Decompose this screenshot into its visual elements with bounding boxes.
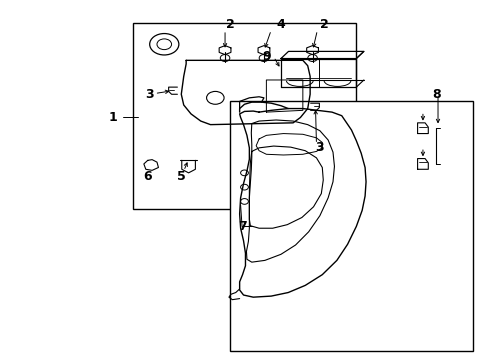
Text: 2: 2 bbox=[225, 18, 234, 31]
Text: 3: 3 bbox=[315, 141, 324, 154]
Text: 7: 7 bbox=[237, 220, 246, 233]
Text: 4: 4 bbox=[276, 18, 285, 31]
Text: 3: 3 bbox=[145, 88, 154, 101]
Text: 6: 6 bbox=[142, 170, 151, 183]
Bar bbox=[132, 23, 356, 208]
Text: 2: 2 bbox=[320, 18, 328, 31]
Text: 5: 5 bbox=[177, 170, 185, 183]
Text: 8: 8 bbox=[431, 88, 440, 101]
Text: 1: 1 bbox=[109, 111, 117, 124]
Text: 9: 9 bbox=[262, 50, 270, 63]
Bar bbox=[229, 102, 472, 351]
